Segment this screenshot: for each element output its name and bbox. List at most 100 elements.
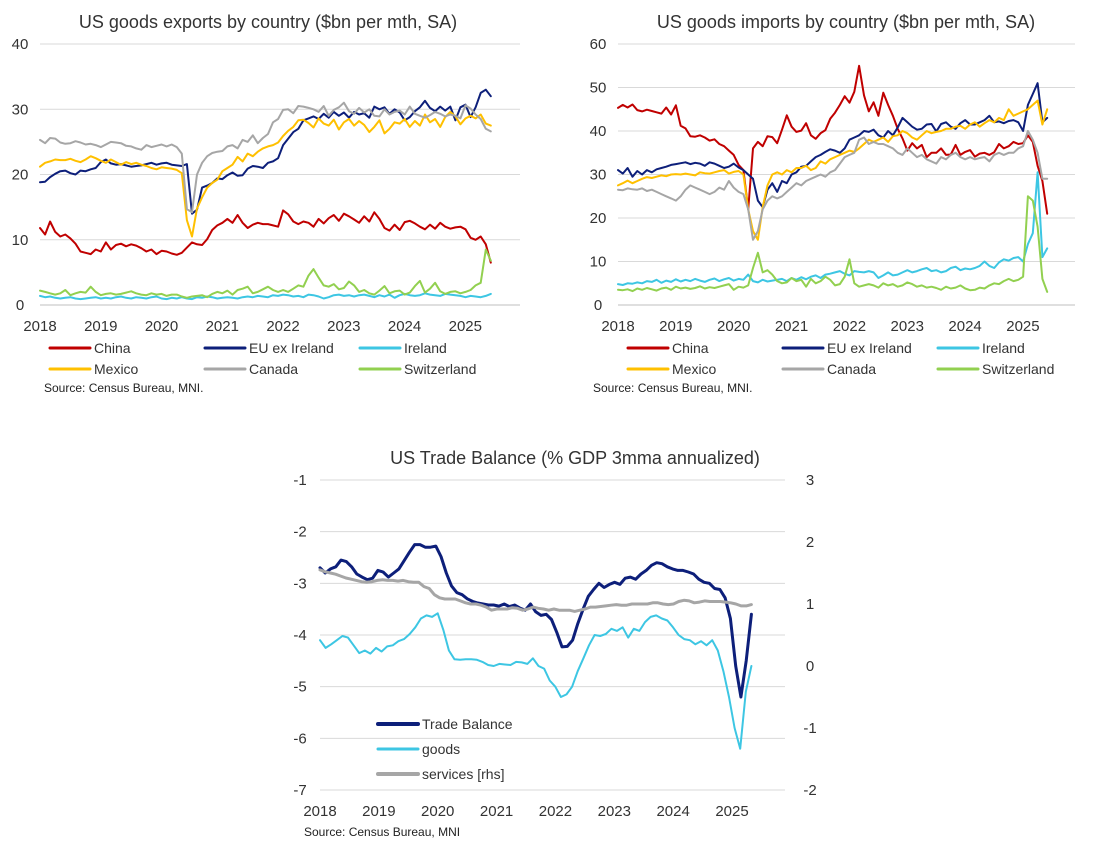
balance-y-tick-label: -6 [293, 730, 306, 747]
imports-x-tick-label: 2025 [1006, 318, 1039, 335]
exports-legend-item-ireland: Ireland [358, 340, 447, 356]
imports-legend-item-mexico: Mexico [626, 361, 717, 377]
balance-y-rhs-tick-label: -2 [803, 782, 816, 799]
imports-source-note: Source: Census Bureau, MNI. [593, 381, 752, 395]
balance-y-tick-label: -2 [293, 524, 306, 541]
exports-legend-item-canada: Canada [203, 361, 298, 377]
exports-series-ireland [39, 292, 492, 301]
balance-y-rhs-tick-label: 0 [806, 658, 814, 675]
balance-legend-label: Trade Balance [422, 716, 513, 732]
imports-series-ireland [617, 171, 1049, 286]
balance-legend-label: goods [422, 741, 460, 757]
imports-x-tick-label: 2022 [833, 318, 866, 335]
imports-y-tick-label: 10 [590, 254, 607, 271]
exports-legend-item-switzerland: Switzerland [358, 361, 476, 377]
exports-legend-label: Canada [249, 361, 298, 377]
imports-legend-label: Canada [827, 361, 876, 377]
imports-x-tick-label: 2019 [659, 318, 692, 335]
exports-legend-item-eu-ex-ireland: EU ex Ireland [203, 340, 334, 356]
balance-y-tick-label: -7 [293, 782, 306, 799]
exports-series-canada [39, 101, 492, 214]
imports-series-switzerland [617, 195, 1049, 293]
exports-chart: US goods exports by country ($bn per mth… [12, 12, 520, 395]
exports-x-tick-label: 2018 [23, 318, 56, 335]
exports-x-tick-label: 2023 [327, 318, 360, 335]
imports-chart: US goods imports by country ($bn per mth… [590, 12, 1075, 395]
imports-legend-label: Mexico [672, 361, 717, 377]
exports-y-tick-label: 40 [12, 36, 29, 53]
balance-x-tick-label: 2018 [303, 803, 336, 820]
exports-series-switzerland [39, 248, 492, 299]
exports-legend-item-mexico: Mexico [48, 361, 139, 377]
balance-x-tick-label: 2019 [362, 803, 395, 820]
exports-series-china [39, 209, 492, 264]
balance-legend-item-services-rhs: services [rhs] [376, 766, 504, 782]
imports-legend-item-ireland: Ireland [936, 340, 1025, 356]
balance-series-goods [319, 612, 753, 750]
imports-x-tick-label: 2021 [775, 318, 808, 335]
balance-x-tick-label: 2021 [480, 803, 513, 820]
balance-y-rhs-tick-label: 1 [806, 596, 814, 613]
balance-x-tick-label: 2024 [656, 803, 689, 820]
balance-series-trade-balance [318, 543, 753, 699]
imports-series-mexico [617, 99, 1049, 241]
balance-y-rhs-tick-label: 2 [806, 534, 814, 551]
imports-legend-label: EU ex Ireland [827, 340, 912, 356]
exports-x-tick-label: 2022 [266, 318, 299, 335]
balance-chart-title: US Trade Balance (% GDP 3mma annualized) [390, 448, 760, 468]
balance-source-note: Source: Census Bureau, MNI [304, 825, 460, 839]
balance-y-tick-label: -1 [293, 472, 306, 489]
imports-y-tick-label: 0 [594, 297, 602, 314]
balance-y-tick-label: -4 [293, 627, 306, 644]
exports-x-tick-label: 2024 [388, 318, 421, 335]
imports-y-tick-label: 60 [590, 36, 607, 53]
exports-series-mexico [39, 110, 492, 238]
imports-legend-label: Switzerland [982, 361, 1054, 377]
balance-y-tick-label: -3 [293, 575, 306, 592]
exports-x-tick-label: 2021 [206, 318, 239, 335]
imports-legend-item-eu-ex-ireland: EU ex Ireland [781, 340, 912, 356]
imports-legend-item-switzerland: Switzerland [936, 361, 1054, 377]
balance-y-tick-label: -5 [293, 679, 306, 696]
exports-series-eu-ex-ireland [39, 88, 492, 215]
exports-legend-label: Mexico [94, 361, 139, 377]
balance-x-tick-label: 2020 [421, 803, 454, 820]
imports-chart-title: US goods imports by country ($bn per mth… [657, 12, 1035, 32]
balance-y-rhs-tick-label: 3 [806, 472, 814, 489]
exports-y-tick-label: 10 [12, 232, 29, 249]
imports-x-tick-label: 2018 [601, 318, 634, 335]
exports-legend-item-china: China [48, 340, 131, 356]
exports-chart-title: US goods exports by country ($bn per mth… [79, 12, 457, 32]
exports-legend-label: Switzerland [404, 361, 476, 377]
imports-series-canada [617, 130, 1049, 241]
exports-legend-label: China [94, 340, 131, 356]
imports-x-tick-label: 2023 [891, 318, 924, 335]
exports-y-tick-label: 0 [16, 297, 24, 314]
balance-x-tick-label: 2025 [715, 803, 748, 820]
exports-x-tick-label: 2025 [449, 318, 482, 335]
imports-legend-label: China [672, 340, 709, 356]
imports-y-tick-label: 30 [590, 167, 607, 184]
exports-x-tick-label: 2019 [84, 318, 117, 335]
balance-series-services-rhs [318, 568, 753, 613]
balance-legend-label: services [rhs] [422, 766, 504, 782]
imports-legend-label: Ireland [982, 340, 1025, 356]
balance-x-tick-label: 2023 [598, 803, 631, 820]
imports-y-tick-label: 40 [590, 123, 607, 140]
exports-y-tick-label: 20 [12, 167, 29, 184]
balance-legend-item-trade-balance: Trade Balance [376, 716, 513, 732]
imports-series-eu-ex-ireland [617, 82, 1049, 209]
imports-y-tick-label: 20 [590, 210, 607, 227]
balance-chart: US Trade Balance (% GDP 3mma annualized)… [293, 448, 816, 839]
exports-x-tick-label: 2020 [145, 318, 178, 335]
balance-legend-item-goods: goods [376, 741, 460, 757]
exports-legend-label: EU ex Ireland [249, 340, 334, 356]
exports-y-tick-label: 30 [12, 101, 29, 118]
exports-legend-label: Ireland [404, 340, 447, 356]
imports-legend-item-canada: Canada [781, 361, 876, 377]
imports-legend-item-china: China [626, 340, 709, 356]
imports-x-tick-label: 2024 [948, 318, 981, 335]
balance-x-tick-label: 2022 [539, 803, 572, 820]
exports-source-note: Source: Census Bureau, MNI. [44, 381, 203, 395]
